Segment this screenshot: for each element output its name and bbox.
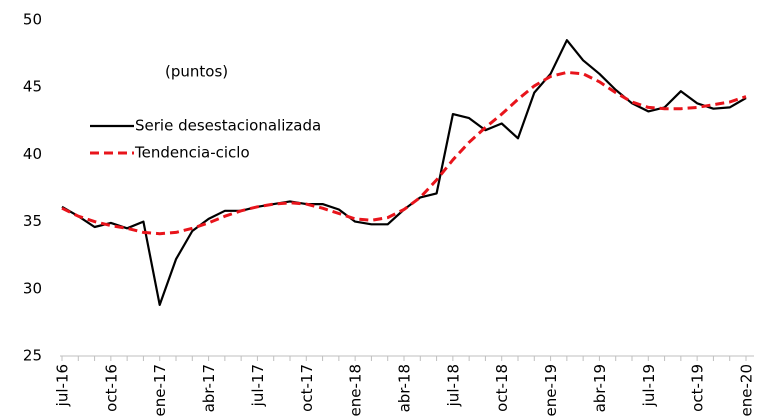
legend-label: Serie desestacionalizada	[135, 117, 321, 135]
x-tick-label: ene-17	[151, 364, 169, 416]
x-tick-label: oct-16	[102, 364, 120, 412]
x-tick-label: oct-19	[689, 364, 707, 412]
x-tick-label: jul-17	[249, 364, 267, 407]
x-tick-label: abr-17	[200, 364, 218, 412]
y-tick-label: 35	[23, 212, 42, 230]
series-line	[61, 70, 747, 236]
x-tick-label: ene-19	[542, 364, 560, 416]
x-tick-label: abr-19	[591, 364, 609, 412]
x-tick-label: oct-18	[493, 364, 511, 412]
x-tick-label: ene-18	[347, 364, 365, 416]
y-tick-label: 40	[23, 145, 42, 163]
y-tick-label: 30	[23, 279, 42, 297]
x-tick-label: jul-16	[54, 364, 72, 407]
x-tick-label: jul-18	[444, 364, 462, 407]
x-tick-label: oct-17	[298, 364, 316, 412]
y-tick-label: 25	[23, 347, 42, 365]
y-tick-label: 45	[23, 78, 42, 96]
x-tick-label: jul-19	[640, 364, 658, 407]
x-tick-label: abr-18	[396, 364, 414, 412]
y-tick-label: 50	[23, 11, 42, 29]
legend-label: Tendencia-ciclo	[134, 144, 250, 162]
annotation: (puntos)	[165, 63, 228, 81]
x-tick-label: ene-20	[738, 364, 756, 416]
